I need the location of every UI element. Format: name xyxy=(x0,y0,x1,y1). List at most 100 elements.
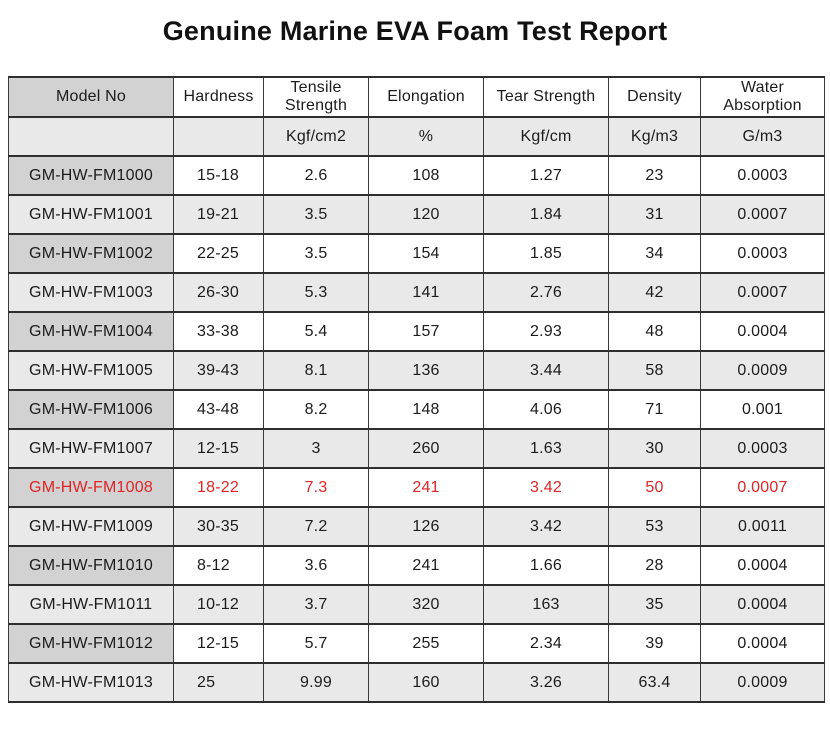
cell-hardness: 12-15 xyxy=(173,623,264,664)
cell-water: 0.0009 xyxy=(700,350,825,391)
cell-tensile: 3.6 xyxy=(263,545,369,586)
cell-density: 48 xyxy=(608,311,701,352)
cell-tensile: 3.5 xyxy=(263,194,369,235)
table-row: GM-HW-FM1000 15-18 2.6 108 1.27 23 0.0003 xyxy=(8,155,825,196)
cell-density: 53 xyxy=(608,506,701,547)
cell-water: 0.0009 xyxy=(700,662,825,703)
cell-tear: 1.63 xyxy=(483,428,609,469)
cell-model: GM-HW-FM1001 xyxy=(8,194,174,235)
cell-hardness: 26-30 xyxy=(173,272,264,313)
cell-water: 0.0011 xyxy=(700,506,825,547)
page-title: Genuine Marine EVA Foam Test Report xyxy=(162,16,668,46)
table-row: GM-HW-FM1007 12-15 3 260 1.63 30 0.0003 xyxy=(8,428,825,469)
table-body: GM-HW-FM1000 15-18 2.6 108 1.27 23 0.0003 GM-HW… xyxy=(8,155,825,703)
col-header-water-absorption: Water Absorption xyxy=(700,76,825,118)
cell-tear: 4.06 xyxy=(483,389,609,430)
cell-hardness: 19-21 xyxy=(173,194,264,235)
cell-hardness: 43-48 xyxy=(173,389,264,430)
cell-elongation: 241 xyxy=(368,467,484,508)
cell-density: 71 xyxy=(608,389,701,430)
cell-tear: 1.85 xyxy=(483,233,609,274)
table-row: GM-HW-FM1002 22-25 3.5 154 1.85 34 0.0003 xyxy=(8,233,825,274)
cell-hardness: 18-22 xyxy=(173,467,264,508)
cell-tensile: 5.4 xyxy=(263,311,369,352)
table-row: GM-HW-FM1008 18-22 7.3 241 3.42 50 0.0007 xyxy=(8,467,825,508)
col-header-model-no: Model No xyxy=(8,76,174,118)
cell-density: 63.4 xyxy=(608,662,701,703)
cell-tensile: 3.7 xyxy=(263,584,369,625)
unit-hardness xyxy=(173,116,264,157)
cell-hardness: 30-35 xyxy=(173,506,264,547)
col-header-density: Density xyxy=(608,76,701,118)
cell-hardness: 12-15 xyxy=(173,428,264,469)
cell-elongation: 260 xyxy=(368,428,484,469)
cell-water: 0.0003 xyxy=(700,155,825,196)
cell-model: GM-HW-FM1002 xyxy=(8,233,174,274)
cell-tensile: 3 xyxy=(263,428,369,469)
unit-tear-strength: Kgf/cm xyxy=(483,116,609,157)
cell-tensile: 7.2 xyxy=(263,506,369,547)
cell-model: GM-HW-FM1008 xyxy=(8,467,174,508)
cell-water: 0.0004 xyxy=(700,545,825,586)
cell-elongation: 160 xyxy=(368,662,484,703)
table-row: GM-HW-FM1003 26-30 5.3 141 2.76 42 0.0007 xyxy=(8,272,825,313)
cell-tear: 3.42 xyxy=(483,467,609,508)
cell-model: GM-HW-FM1006 xyxy=(8,389,174,430)
cell-model: GM-HW-FM1007 xyxy=(8,428,174,469)
cell-model: GM-HW-FM1011 xyxy=(8,584,174,625)
unit-tensile-strength: Kgf/cm2 xyxy=(263,116,369,157)
table-row: GM-HW-FM1013 25 9.99 160 3.26 63.4 0.0009 xyxy=(8,662,825,703)
cell-density: 34 xyxy=(608,233,701,274)
cell-tensile: 8.1 xyxy=(263,350,369,391)
cell-elongation: 141 xyxy=(368,272,484,313)
cell-density: 39 xyxy=(608,623,701,664)
cell-tear: 2.34 xyxy=(483,623,609,664)
unit-density: Kg/m3 xyxy=(608,116,701,157)
cell-tear: 1.66 xyxy=(483,545,609,586)
cell-hardness: 22-25 xyxy=(173,233,264,274)
cell-elongation: 320 xyxy=(368,584,484,625)
cell-water: 0.0003 xyxy=(700,428,825,469)
cell-model: GM-HW-FM1000 xyxy=(8,155,174,196)
cell-hardness: 8-12 xyxy=(173,545,264,586)
cell-elongation: 126 xyxy=(368,506,484,547)
table-row: GM-HW-FM1009 30-35 7.2 126 3.42 53 0.0011 xyxy=(8,506,825,547)
cell-density: 23 xyxy=(608,155,701,196)
cell-elongation: 157 xyxy=(368,311,484,352)
cell-density: 31 xyxy=(608,194,701,235)
unit-model-no xyxy=(8,116,174,157)
cell-elongation: 120 xyxy=(368,194,484,235)
cell-model: GM-HW-FM1012 xyxy=(8,623,174,664)
cell-model: GM-HW-FM1003 xyxy=(8,272,174,313)
cell-hardness: 39-43 xyxy=(173,350,264,391)
cell-elongation: 136 xyxy=(368,350,484,391)
col-header-elongation: Elongation xyxy=(368,76,484,118)
cell-elongation: 241 xyxy=(368,545,484,586)
column-header-row: Model No Hardness Tensile Strength Elong… xyxy=(8,76,825,118)
eva-foam-test-table: Model No Hardness Tensile Strength Elong… xyxy=(8,76,825,703)
table-row: GM-HW-FM1010 8-12 3.6 241 1.66 28 0.0004 xyxy=(8,545,825,586)
cell-elongation: 148 xyxy=(368,389,484,430)
col-header-tear-strength: Tear Strength xyxy=(483,76,609,118)
cell-water: 0.0004 xyxy=(700,623,825,664)
table-row: GM-HW-FM1012 12-15 5.7 255 2.34 39 0.0004 xyxy=(8,623,825,664)
table-row: GM-HW-FM1004 33-38 5.4 157 2.93 48 0.0004 xyxy=(8,311,825,352)
table-header: Model No Hardness Tensile Strength Elong… xyxy=(8,76,825,157)
cell-water: 0.0007 xyxy=(700,272,825,313)
unit-elongation: % xyxy=(368,116,484,157)
cell-density: 35 xyxy=(608,584,701,625)
cell-water: 0.0004 xyxy=(700,584,825,625)
cell-tensile: 7.3 xyxy=(263,467,369,508)
cell-tensile: 2.6 xyxy=(263,155,369,196)
cell-hardness: 10-12 xyxy=(173,584,264,625)
cell-tensile: 8.2 xyxy=(263,389,369,430)
table-row: GM-HW-FM1006 43-48 8.2 148 4.06 71 0.001 xyxy=(8,389,825,430)
cell-water: 0.0007 xyxy=(700,467,825,508)
table-row: GM-HW-FM1005 39-43 8.1 136 3.44 58 0.0009 xyxy=(8,350,825,391)
cell-model: GM-HW-FM1010 xyxy=(8,545,174,586)
cell-tear: 3.26 xyxy=(483,662,609,703)
units-row: Kgf/cm2 % Kgf/cm Kg/m3 G/m3 xyxy=(8,116,825,157)
cell-tensile: 9.99 xyxy=(263,662,369,703)
col-header-tensile-strength: Tensile Strength xyxy=(263,76,369,118)
